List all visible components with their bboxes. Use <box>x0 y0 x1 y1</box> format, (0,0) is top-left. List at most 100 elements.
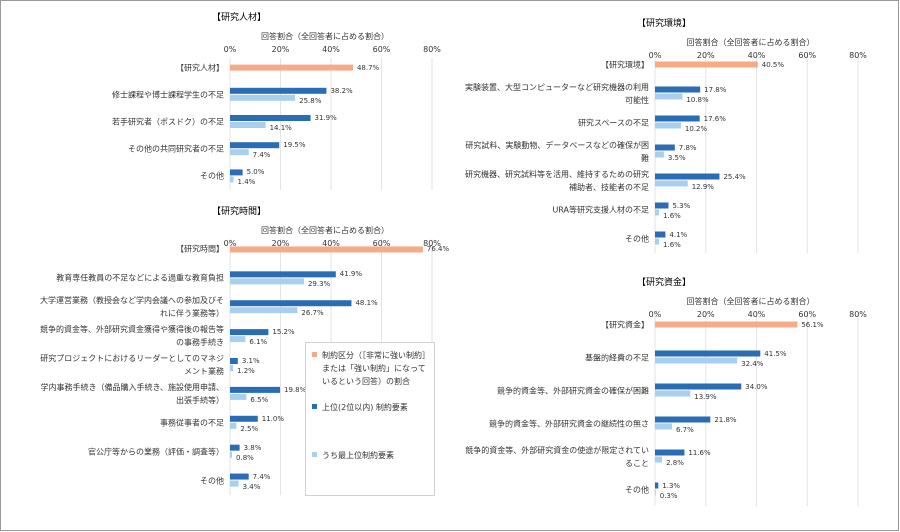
value-label: 3.5% <box>667 153 686 162</box>
value-label: 1.6% <box>663 240 681 249</box>
value-label: 12.9% <box>691 182 714 191</box>
value-label: 25.4% <box>723 172 746 181</box>
x-tick-label: 80% <box>423 239 441 248</box>
category-label: 学内事務手続き（備品購入手続き、施設使用申請、出張手続等） <box>40 382 224 405</box>
category-label: 官公庁等からの業務（評価・調査等） <box>88 447 224 457</box>
category-label: その他 <box>200 476 224 486</box>
bar <box>230 365 234 371</box>
axis-title: 回答割合（全回答者に占める割合） <box>686 297 815 306</box>
bar <box>230 169 243 176</box>
value-label: 48.7% <box>356 63 380 72</box>
bar <box>230 386 280 393</box>
bar <box>230 329 269 336</box>
category-label: URA等研究支援人材の不足 <box>552 205 649 214</box>
bar <box>655 449 685 456</box>
bar <box>230 451 233 458</box>
bar <box>230 142 280 149</box>
bar <box>230 115 311 121</box>
value-label: 3.4% <box>242 482 261 491</box>
bar <box>230 415 258 422</box>
x-tick-label: 60% <box>372 45 391 54</box>
category-label: 競争的資金等、外部研究資金の確保が困難 <box>497 386 649 395</box>
value-label: 5.3% <box>672 201 691 210</box>
panel-title: 【研究時間】 <box>212 207 267 217</box>
category-label: その他 <box>200 171 224 181</box>
category-label: 【研究時間】 <box>176 244 224 254</box>
x-tick-label: 20% <box>696 310 715 319</box>
bar <box>655 231 666 238</box>
category-label: 【研究環境】 <box>601 60 649 69</box>
value-label: 11.0% <box>261 414 285 423</box>
value-label: 6.7% <box>676 425 694 434</box>
bar <box>230 393 247 400</box>
bar <box>655 209 660 216</box>
value-label: 17.6% <box>703 114 726 123</box>
legend-swatch <box>312 452 317 457</box>
bar <box>230 473 249 480</box>
bar <box>655 350 761 357</box>
value-label: 7.4% <box>252 472 271 481</box>
bar <box>655 144 675 151</box>
category-label: 実験装置、大型コンピューターなど研究機器の利用可能性 <box>465 82 649 105</box>
bar <box>230 358 238 364</box>
value-label: 26.7% <box>301 309 324 318</box>
value-label: 38.2% <box>330 86 353 95</box>
bar <box>230 94 296 101</box>
bar <box>655 489 656 496</box>
category-label: 研究機器、研究試料等を活用、維持するための研究補助者、技能者の不足 <box>465 169 649 192</box>
legend: 制約区分（［非常に強い制約］または「強い制約」になっているという回答）の割合 上位… <box>305 342 435 496</box>
bar <box>655 151 664 158</box>
value-label: 17.8% <box>704 85 727 94</box>
value-label: 10.8% <box>686 95 709 104</box>
bar <box>655 456 663 463</box>
x-tick-label: 40% <box>322 239 340 248</box>
bar <box>230 278 304 285</box>
value-label: 3.1% <box>241 357 260 365</box>
x-tick-label: 0% <box>223 239 237 248</box>
bar <box>230 87 327 94</box>
bar <box>655 321 798 328</box>
x-tick-label: 80% <box>849 310 867 319</box>
bar <box>230 149 249 156</box>
x-tick-label: 40% <box>747 51 766 60</box>
legend-swatch <box>312 404 317 409</box>
x-tick-label: 60% <box>372 239 391 248</box>
axis-title: 回答割合（全回答者に占める割合） <box>261 32 389 41</box>
value-label: 40.5% <box>761 60 785 69</box>
bar <box>230 336 246 343</box>
category-label: その他 <box>625 234 649 243</box>
value-label: 10.2% <box>684 124 708 133</box>
category-label: 競争的資金等、外部研究資金獲得や獲得後の報告等の事務手続き <box>40 325 224 348</box>
value-label: 13.9% <box>694 392 717 401</box>
value-label: 5.0% <box>246 168 265 177</box>
value-label: 21.8% <box>714 415 737 424</box>
bar <box>655 390 691 397</box>
category-label: 競争的資金等、外部研究資金の使途が限定されていること <box>465 445 649 468</box>
category-label: その他 <box>625 485 649 494</box>
value-label: 6.5% <box>250 395 269 404</box>
bar <box>655 416 711 423</box>
bar <box>230 122 266 128</box>
value-label: 3.8% <box>243 443 262 452</box>
bar <box>655 86 701 93</box>
bar <box>230 422 237 429</box>
value-label: 1.6% <box>663 211 681 220</box>
axis-title: 回答割合（全回答者に占める割合） <box>686 38 815 47</box>
value-label: 19.8% <box>283 385 307 394</box>
category-label: 競争的資金等、外部研究資金の継続性の無さ <box>489 419 649 428</box>
panel-title: 【研究環境】 <box>637 19 692 29</box>
axis-title: 回答割合（全回答者に占める割合） <box>261 226 389 235</box>
bar <box>230 271 336 278</box>
panel-title: 【研究資金】 <box>637 278 692 288</box>
value-label: 29.3% <box>307 280 331 289</box>
legend-item: うち最上位制約要素 <box>312 449 428 462</box>
x-tick-label: 0% <box>648 310 662 319</box>
value-label: 31.9% <box>314 114 337 122</box>
bar <box>655 180 688 187</box>
value-label: 15.2% <box>272 328 295 337</box>
category-label: 【研究資金】 <box>601 320 649 329</box>
category-label: 教育専任教員の不足などによる過重な教育負担 <box>56 273 224 283</box>
value-label: 48.1% <box>355 299 378 308</box>
category-label: 若手研究者（ポスドク）の不足 <box>112 117 224 127</box>
